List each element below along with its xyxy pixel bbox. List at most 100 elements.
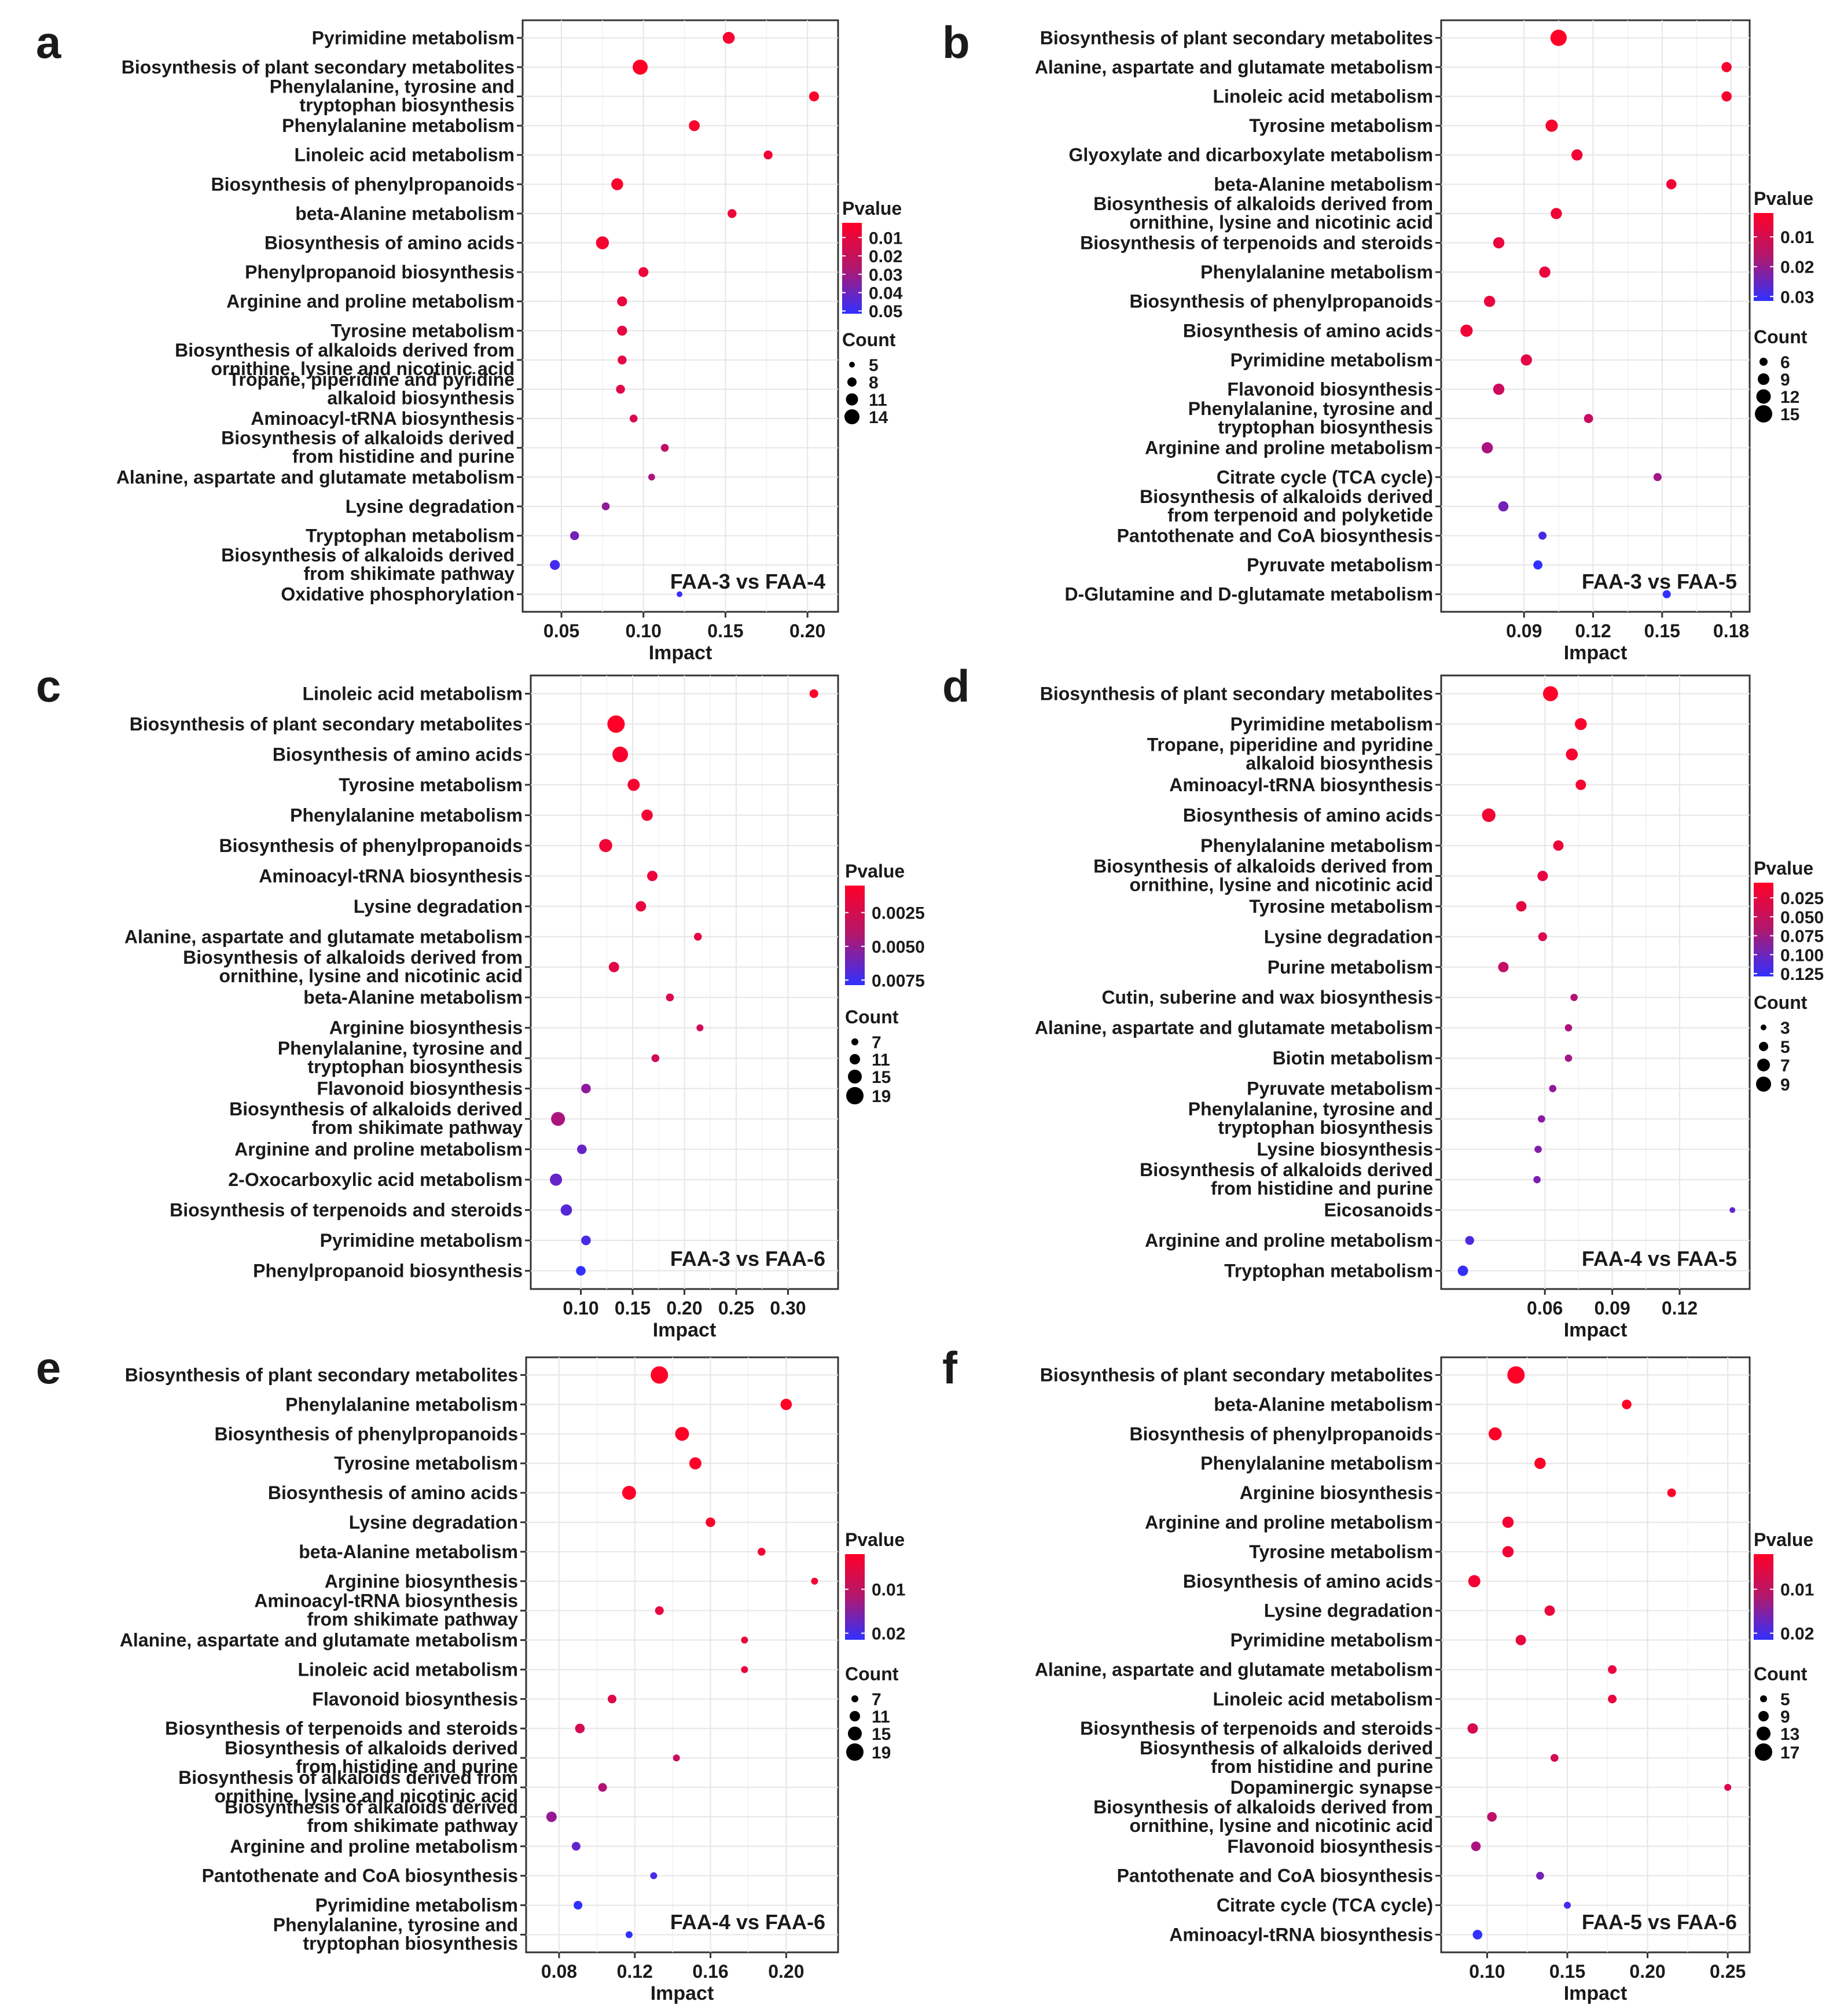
pathway-point [612, 746, 629, 762]
pathway-point [633, 59, 648, 75]
pathway-label: Aminoacyl-tRNA biosynthesis [251, 408, 515, 429]
pathway-point [638, 267, 649, 277]
pathway-label: Biosynthesis of phenylpropanoids [211, 174, 515, 194]
count-legend-dot [1757, 1727, 1770, 1740]
count-legend-dot [1756, 1077, 1771, 1092]
panel-letter: f [942, 1342, 958, 1393]
pathway-point [1549, 1085, 1557, 1092]
count-legend-label: 14 [869, 408, 888, 427]
pathway-point [1574, 718, 1587, 730]
pathway-label: Biosynthesis of alkaloids derived from sh… [229, 1099, 523, 1138]
pathway-point [696, 1024, 704, 1031]
count-legend-label: 7 [872, 1690, 881, 1709]
pathway-point [629, 414, 638, 423]
pathway-label: Biosynthesis of alkaloids derived from sh… [225, 1797, 518, 1836]
pathway-label: Linoleic acid metabolism [1213, 86, 1433, 107]
count-legend-dot [846, 1087, 864, 1104]
count-legend-dot [1757, 1059, 1770, 1071]
pvalue-colorbar [845, 886, 865, 985]
x-tick-label: 0.25 [1710, 1961, 1746, 1982]
pathway-label-line: Biosynthesis of alkaloids derived [1140, 486, 1433, 507]
pathway-point [1539, 266, 1551, 278]
x-tick-label: 0.15 [1549, 1961, 1585, 1982]
pathway-label: Alanine, aspartate and glutamate metabol… [1035, 57, 1433, 78]
pathway-label: Biosynthesis of plant secondary metaboli… [130, 714, 523, 735]
x-tick-label: 0.09 [1506, 620, 1542, 641]
pathway-label-line: Biosynthesis of alkaloids derived from [1093, 193, 1433, 214]
pvalue-legend: Pvalue 0.01 0.02 [845, 1529, 905, 1644]
pathway-point [616, 384, 625, 394]
x-axis-label: Impact [651, 1982, 714, 2004]
pathway-point [1488, 1427, 1502, 1441]
panel-f: f 0.10 0.15 0.20 0.25 Impact Biosynthesis of p… [942, 1342, 1814, 2004]
pathway-label-line: from histidine and purine [296, 1756, 518, 1777]
pathway-label-line: Phenylalanine, tyrosine and [270, 76, 515, 97]
pathway-point [677, 591, 683, 597]
pathway-label-line: Aminoacyl-tRNA biosynthesis [254, 1591, 518, 1611]
x-tick-label: 0.05 [543, 620, 579, 641]
pathway-label: Phenylalanine, tyrosine and tryptophan bi… [1188, 398, 1433, 438]
pathway-point [1721, 62, 1732, 72]
pathway-label: Phenylpropanoid biosynthesis [253, 1261, 523, 1281]
pathway-point [550, 1173, 563, 1186]
pathway-point [780, 1398, 792, 1411]
pathway-label-line: Biosynthesis of alkaloids derived [221, 428, 515, 449]
pathway-point [728, 209, 737, 218]
count-legend-dot [1761, 1024, 1766, 1030]
pathway-point [763, 150, 773, 160]
pathway-label-line: tryptophan biosynthesis [1218, 417, 1433, 438]
count-legend-label: 11 [869, 391, 887, 410]
count-legend-label: 13 [1780, 1725, 1799, 1744]
pathway-label: Biosynthesis of terpenoids and steroids [1080, 233, 1433, 254]
pathway-label-line: Biosynthesis of alkaloids derived [1140, 1159, 1433, 1180]
panel-letter: c [36, 660, 61, 711]
pathway-label: Phenylalanine metabolism [1200, 1453, 1433, 1474]
pathway-label-line: ornithine, lysine and nicotinic acid [214, 1786, 518, 1806]
pathway-point [571, 1842, 581, 1851]
pvalue-legend-title: Pvalue [1754, 858, 1813, 879]
x-tick-label: 0.15 [1644, 620, 1680, 641]
pathway-label: Phenylpropanoid biosynthesis [245, 262, 515, 282]
count-legend-dot [1758, 1711, 1769, 1721]
pathway-point [741, 1636, 748, 1644]
pathway-point [598, 1783, 607, 1792]
pathway-label: Biosynthesis of phenylpropanoids [1130, 291, 1434, 312]
pathway-point [722, 32, 735, 44]
plot-area [1440, 1356, 1751, 1953]
count-legend-label: 9 [1780, 1075, 1790, 1095]
pathway-point [758, 1548, 766, 1556]
pathway-label-line: from histidine and purine [1211, 1178, 1433, 1199]
pvalue-tick-label: 0.01 [872, 1581, 905, 1600]
pathway-point [622, 1486, 636, 1500]
pathway-point [660, 443, 669, 452]
pathway-label: Citrate cycle (TCA cycle) [1217, 1895, 1433, 1916]
pathway-label: Phenylalanine, tyrosine and tryptophan bi… [273, 1914, 518, 1953]
pathway-label: Phenylalanine metabolism [282, 115, 515, 136]
pathway-label-line: Biosynthesis of alkaloids derived from [183, 947, 523, 968]
count-legend-label: 7 [872, 1033, 881, 1052]
count-legend-dot [1760, 1695, 1767, 1702]
pathway-label: Aminoacyl-tRNA biosynthesis [259, 865, 523, 886]
pathway-label: Lysine degradation [346, 496, 515, 517]
count-legend-label: 12 [1780, 388, 1799, 407]
count-legend-dot [1758, 373, 1769, 385]
panel-d: d 0.06 0.09 0.12 Impact Biosynthesis of plant… [942, 660, 1824, 1341]
panel-letter: b [942, 17, 970, 68]
count-legend-label: 9 [1780, 370, 1790, 390]
x-tick-label: 0.20 [1629, 1961, 1665, 1982]
pathway-point [650, 1872, 657, 1879]
pathway-label: Tyrosine metabolism [330, 320, 515, 341]
gridlines [523, 20, 838, 612]
pathway-point [576, 1266, 586, 1276]
pathway-point [617, 296, 627, 307]
x-axis-label: Impact [653, 1319, 717, 1341]
pathway-label-line: from shikimate pathway [307, 1609, 518, 1630]
pathway-label: beta-Alanine metabolism [303, 987, 523, 1008]
pathway-label: beta-Alanine metabolism [299, 1541, 518, 1562]
count-legend-title: Count [1754, 326, 1808, 347]
pathway-label: Biosynthesis of amino acids [268, 1482, 518, 1503]
x-tick-label: 0.20 [789, 620, 825, 641]
pvalue-tick-label: 0.01 [1780, 228, 1814, 247]
pathway-point [599, 839, 612, 853]
pathway-point [1533, 1176, 1541, 1184]
